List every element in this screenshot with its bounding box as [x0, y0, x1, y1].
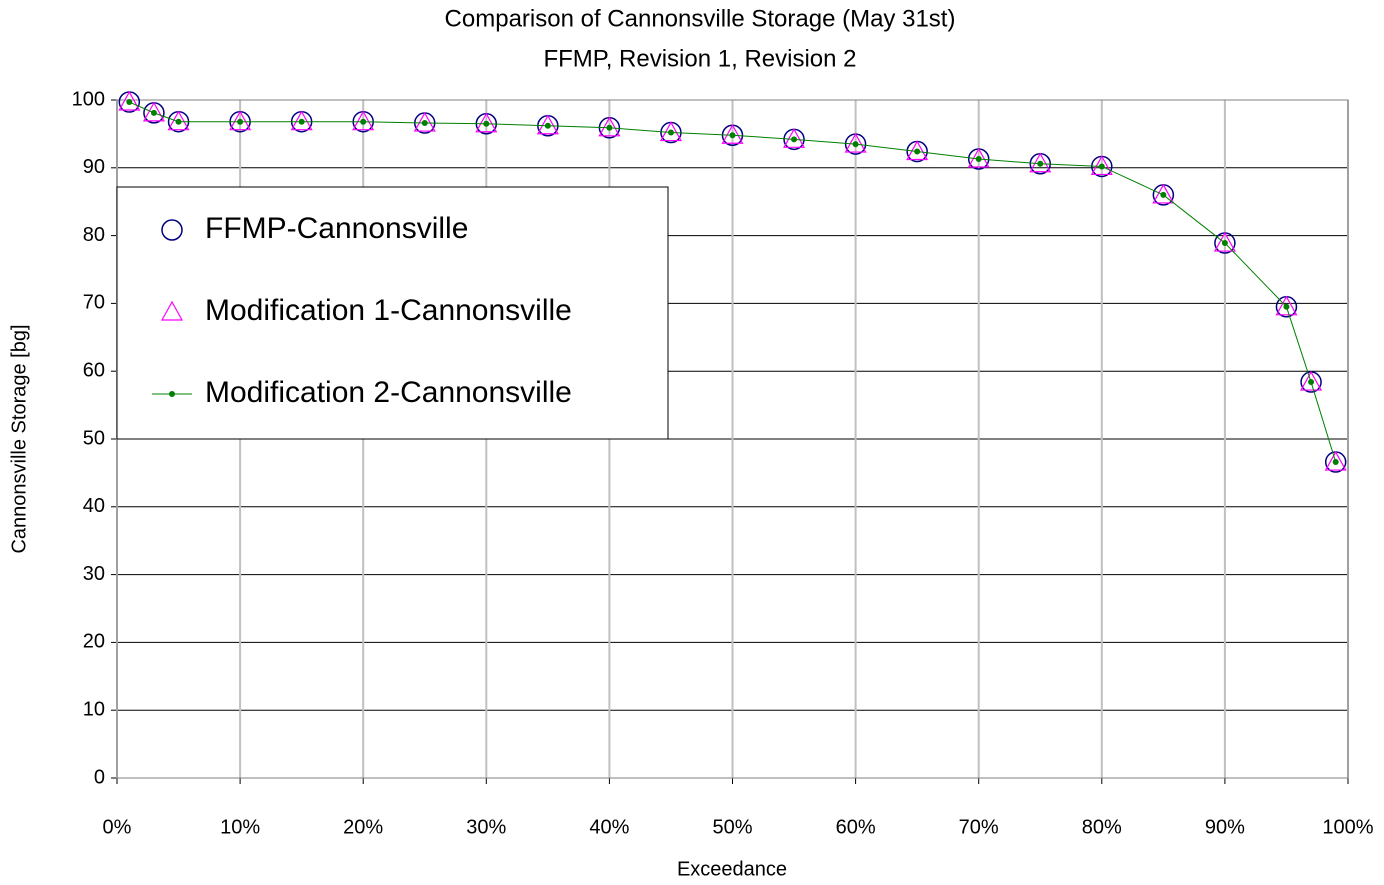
triangle-marker [721, 124, 744, 144]
triangle-marker [1029, 152, 1052, 173]
triangle-marker [1213, 231, 1236, 252]
x-tick-label: 60% [836, 816, 876, 838]
y-axis-label: Cannonsville Storage [bg] [8, 324, 30, 553]
triangle-marker [1300, 370, 1323, 391]
dot-marker [1098, 163, 1105, 170]
x-axis-label: Exceedance [677, 858, 787, 880]
x-tick-label: 20% [343, 816, 383, 838]
y-tick-label: 90 [83, 156, 105, 178]
triangle-marker [167, 110, 190, 131]
triangle-marker [1324, 450, 1347, 471]
triangle-marker [475, 112, 498, 133]
triangle-marker [413, 111, 436, 132]
x-tick-label: 70% [959, 816, 999, 838]
dot-marker [729, 132, 736, 139]
triangle-marker [290, 110, 313, 131]
chart-title: Comparison of Cannonsville Storage (May … [445, 5, 956, 32]
x-tick-label: 30% [466, 816, 506, 838]
dot-marker [1037, 160, 1044, 167]
x-tick-label: 90% [1205, 816, 1245, 838]
y-tick-label: 60 [83, 359, 105, 381]
y-tick-label: 40 [83, 495, 105, 517]
x-tick-label: 10% [220, 816, 260, 838]
legend-box [116, 186, 669, 440]
dot-marker [667, 129, 674, 136]
y-tick-label: 70 [83, 292, 105, 314]
triangle-marker [229, 110, 252, 131]
dot-marker [1221, 240, 1228, 247]
triangle-marker [1090, 155, 1113, 176]
y-tick-label: 30 [83, 563, 105, 585]
dot-marker [360, 118, 367, 125]
triangle-marker [142, 101, 165, 122]
y-tick-label: 50 [83, 427, 105, 449]
dot-marker [975, 155, 982, 162]
y-tick-label: 10 [83, 698, 105, 720]
legend-label: FFMP-Cannonsville [205, 212, 468, 245]
dot-marker [606, 124, 613, 131]
triangle-marker [783, 128, 806, 148]
dot-marker [237, 118, 244, 125]
x-tick-label: 0% [103, 816, 132, 838]
legend-marker [160, 300, 184, 321]
dot-marker [1283, 303, 1290, 310]
dot-marker [421, 120, 428, 127]
triangle-marker [598, 116, 621, 137]
x-tick-label: 40% [589, 816, 629, 838]
triangle-marker [536, 114, 559, 135]
triangle-marker [118, 90, 141, 111]
triangle-marker [844, 132, 867, 153]
dot-marker [791, 136, 798, 143]
y-tick-label: 0 [94, 766, 105, 788]
dot-marker [1160, 191, 1167, 198]
dot-marker [1308, 379, 1315, 386]
triangle-marker [1275, 295, 1298, 316]
dot-marker [914, 148, 921, 155]
y-tick-label: 20 [83, 631, 105, 653]
dot-marker [175, 118, 182, 125]
triangle-marker [1152, 183, 1175, 204]
y-tick-label: 100 [72, 88, 105, 110]
x-tick-label: 50% [712, 816, 752, 838]
x-tick-label: 100% [1322, 816, 1373, 838]
legend-marker [161, 219, 183, 241]
x-tick-label: 80% [1082, 816, 1122, 838]
dot-marker [1332, 459, 1339, 466]
chart-subtitle: FFMP, Revision 1, Revision 2 [543, 45, 856, 72]
legend: FFMP-Cannonsville Modification 1-Cannonsv… [116, 186, 669, 440]
dot-marker [852, 141, 859, 148]
triangle-marker [352, 110, 375, 131]
legend-marker [169, 391, 175, 397]
legend-label: Modification 2-Cannonsville [205, 376, 572, 409]
y-tick-label: 80 [83, 224, 105, 246]
triangle-marker [659, 121, 682, 142]
dot-marker [544, 122, 551, 129]
legend-label: Modification 1-Cannonsville [205, 294, 572, 327]
dot-marker [126, 99, 133, 106]
dot-marker [483, 120, 490, 127]
dot-marker [150, 109, 157, 116]
dot-marker [298, 118, 305, 125]
